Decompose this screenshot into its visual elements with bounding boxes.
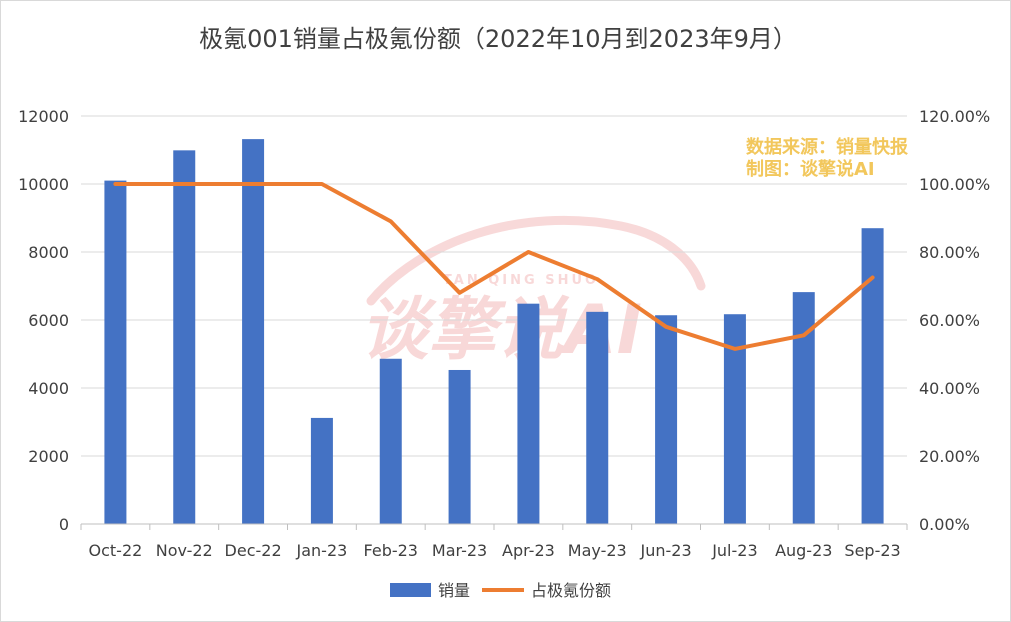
line-point [389,219,393,223]
bar [104,180,127,524]
line-point [802,333,806,337]
line-point [664,325,668,329]
bar-series [104,139,884,524]
y-left-tick-label: 10000 [18,175,69,194]
legend-label-bar: 销量 [438,581,470,600]
y-left-tick-label: 4000 [28,379,69,398]
y-left-tick-label: 6000 [28,311,69,330]
line-point [458,291,462,295]
y-left-tick-label: 2000 [28,447,69,466]
y-right-tick-label: 120.00% [919,107,990,126]
legend: 销量 占极氪份额 [390,581,611,600]
left-axis: 0 2000 4000 6000 8000 10000 12000 [18,107,69,534]
bar [379,358,402,524]
line-point [871,276,875,279]
line-point [251,182,255,186]
x-tick-label: Dec-22 [225,541,282,560]
line-point [113,182,117,186]
watermark-car-outline [366,215,706,306]
x-tick-label: Jun-23 [640,541,692,560]
legend-swatch-bar [390,583,431,597]
x-tick-label: Jan-23 [296,541,348,560]
x-tick-label: Nov-22 [156,541,213,560]
bar [586,311,609,524]
x-tick-label: Jul-23 [711,541,757,560]
y-right-tick-label: 100.00% [919,175,990,194]
bar [310,417,333,524]
line-point [182,182,186,186]
bar [242,139,265,524]
y-right-tick-label: 60.00% [919,311,980,330]
line-point [733,347,737,351]
y-right-tick-label: 20.00% [919,447,980,466]
chart-title: 极氪001销量占极氪份额（2022年10月到2023年9月） [199,25,797,53]
line-point [320,182,324,186]
share-line [113,182,875,351]
x-axis: Oct-22 Nov-22 Dec-22 Jan-23 Feb-23 Mar-23 Apr-… [80,523,908,560]
right-axis: 0.00% 20.00% 40.00% 60.00% 80.00% 100.00% 120.… [919,107,990,534]
y-left-tick-label: 8000 [28,243,69,262]
x-tick-label: Sep-23 [844,541,900,560]
y-right-tick-label: 80.00% [919,243,980,262]
bar [448,369,471,524]
bar [173,150,196,524]
x-tick-label: May-23 [568,541,627,560]
y-left-tick-label: 12000 [18,107,69,126]
author-annotation: 制图：谈擎说AI [746,158,875,180]
x-tick-label: Feb-23 [364,541,418,560]
legend-label-line: 占极氪份额 [531,581,611,600]
watermark-subtext: TAN QING SHUO [443,273,599,288]
x-tick-label: Mar-23 [432,541,487,560]
x-tick-label: Aug-23 [775,541,832,560]
x-tick-label: Apr-23 [502,541,555,560]
y-right-tick-label: 40.00% [919,379,980,398]
line-series [113,182,875,351]
y-left-tick-label: 0 [59,515,69,534]
y-right-tick-label: 0.00% [919,515,970,534]
bar [861,228,884,524]
line-point [526,250,530,254]
bar [655,315,678,524]
line-point [595,277,599,281]
source-annotation: 数据来源：销量快报 [746,136,908,158]
bar [792,292,815,524]
x-tick-label: Oct-22 [89,541,143,560]
bar [723,314,746,524]
bar [517,303,540,524]
